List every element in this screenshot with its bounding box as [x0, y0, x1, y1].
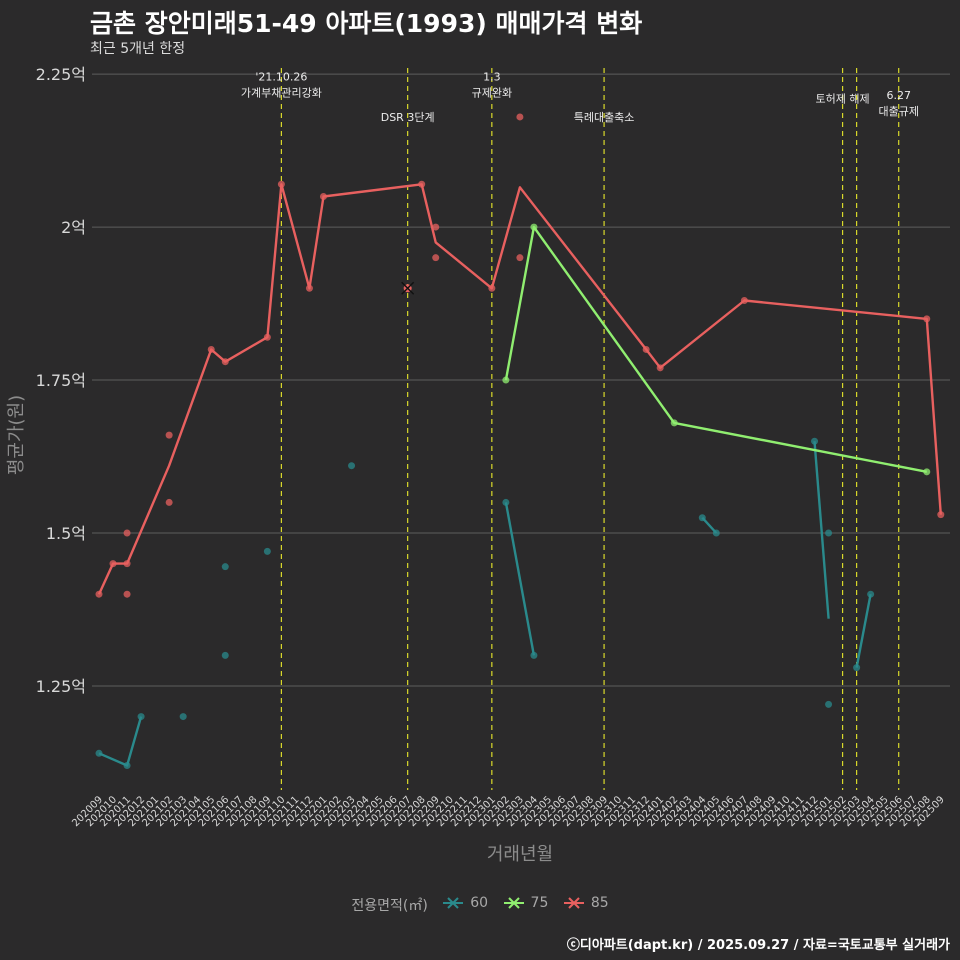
- data-point-85: [432, 254, 440, 262]
- event-label: 6.27: [886, 89, 911, 102]
- highlight-cross: [401, 281, 415, 295]
- series-line-60: [855, 593, 872, 668]
- event-label: 1.3: [483, 70, 501, 83]
- data-point-60: [221, 651, 229, 659]
- data-point-60: [348, 462, 356, 470]
- series-line-60: [98, 716, 143, 767]
- event-label: 특례대출축소: [574, 111, 635, 124]
- data-point-60: [853, 664, 861, 672]
- data-point-85: [165, 498, 173, 506]
- legend-label-85: 85: [590, 895, 609, 911]
- x-axis-label: 거래년월: [487, 844, 553, 865]
- y-tick-label: 1.25억: [36, 677, 86, 696]
- data-point-85: [432, 223, 440, 231]
- event-label: '21.10.26: [255, 70, 307, 83]
- legend-item-85: 85: [563, 895, 609, 911]
- grid-lines: [92, 73, 950, 687]
- y-tick-label: 1.75억: [36, 371, 86, 390]
- legend-label-75: 75: [530, 895, 549, 911]
- y-tick-label: 1.5억: [46, 524, 86, 543]
- legend-item-60: 60: [442, 895, 488, 911]
- legend-key-60: [443, 897, 464, 909]
- legend-key-85: [563, 897, 584, 909]
- data-point-85: [516, 254, 524, 262]
- event-label: DSR 3단계: [381, 111, 435, 124]
- data-point-60: [867, 590, 875, 598]
- data-point-85: [123, 590, 131, 598]
- event-label: 대출규제: [878, 105, 918, 118]
- data-point-60: [179, 713, 187, 721]
- x-axis-ticks: 2020092020102020112020122021012021022021…: [70, 794, 947, 829]
- data-point-85: [516, 113, 524, 121]
- chart-subtitle: 최근 5개년 한정: [90, 41, 186, 57]
- series-marks: [95, 113, 945, 770]
- y-tick-label: 2억: [61, 218, 86, 237]
- event-label: 규제완화: [472, 86, 512, 99]
- data-point-85: [165, 431, 173, 439]
- data-point-60: [263, 547, 271, 555]
- legend-item-75: 75: [503, 895, 549, 911]
- y-axis-label: 평균가(원): [6, 395, 27, 475]
- y-axis-ticks: 1.25억 1.5억 1.75억 2억 2.25억: [36, 65, 86, 696]
- series-line-85: [97, 183, 942, 595]
- data-point-60: [825, 529, 833, 537]
- series-line-60: [504, 502, 536, 656]
- data-point-60: [825, 700, 833, 708]
- source-caption: ⓒ디아파트(dapt.kr) / 2025.09.27 / 자료=국토교통부 실…: [566, 938, 950, 953]
- series-line-60: [813, 441, 830, 619]
- data-point-85: [123, 529, 131, 537]
- data-point-60: [137, 713, 145, 721]
- event-label: 가계부채관리강화: [241, 86, 322, 99]
- legend-title: 전용면적(㎡): [351, 898, 428, 914]
- legend: 전용면적(㎡) 60 75 85: [0, 895, 960, 915]
- legend-key-75: [503, 897, 524, 909]
- series-line-75: [504, 225, 928, 473]
- chart-title: 금촌 장안미래51-49 아파트(1993) 매매가격 변화: [90, 9, 643, 38]
- event-label: 토허제 해제: [816, 92, 870, 106]
- series-line-60: [701, 516, 718, 534]
- data-point-60: [221, 563, 229, 571]
- y-tick-label: 2.25억: [36, 65, 86, 84]
- legend-label-60: 60: [470, 895, 489, 911]
